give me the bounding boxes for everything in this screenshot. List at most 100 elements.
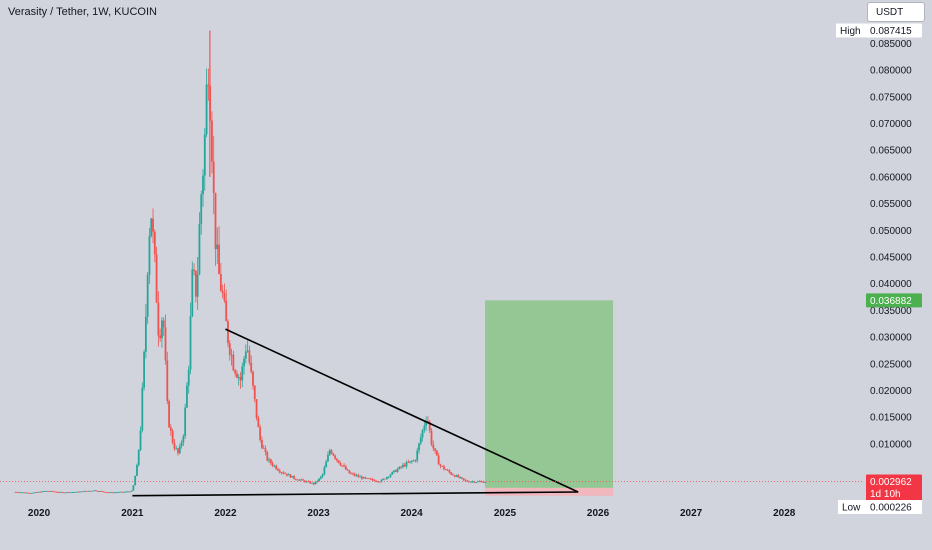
candle-body bbox=[473, 481, 476, 483]
candle-body bbox=[118, 491, 120, 493]
candle-body bbox=[43, 491, 46, 493]
candle-body bbox=[287, 474, 290, 476]
candle-body bbox=[462, 478, 465, 480]
candle-body bbox=[132, 485, 135, 491]
candle-body bbox=[246, 350, 249, 352]
candle-body bbox=[230, 354, 233, 356]
candle-body bbox=[357, 475, 360, 477]
candle-body bbox=[319, 476, 322, 479]
candle-body bbox=[393, 470, 395, 472]
candle-body bbox=[36, 492, 38, 494]
candle-body bbox=[452, 474, 454, 476]
chart-title: Verasity / Tether, 1W, KUCOIN bbox=[8, 6, 157, 18]
x-tick-label: 2026 bbox=[587, 508, 610, 519]
candle-body bbox=[253, 385, 256, 400]
candle-body bbox=[166, 360, 169, 402]
candle-body bbox=[180, 442, 183, 447]
candle-body bbox=[182, 436, 185, 443]
y-tick-label: 0.075000 bbox=[870, 92, 912, 103]
candle-body bbox=[457, 475, 460, 478]
candle-body bbox=[459, 477, 461, 478]
candle-body bbox=[484, 482, 486, 484]
candle-body bbox=[273, 465, 276, 467]
x-tick-label: 2021 bbox=[121, 508, 144, 519]
x-tick-label: 2020 bbox=[28, 508, 51, 519]
candle-body bbox=[252, 371, 254, 386]
candle-body bbox=[296, 479, 299, 481]
candle-body bbox=[239, 377, 242, 381]
candle-body bbox=[403, 464, 406, 467]
candle-body bbox=[159, 335, 162, 339]
candle-body bbox=[437, 455, 440, 465]
x-tick-label: 2023 bbox=[307, 508, 330, 519]
candle-body bbox=[257, 417, 260, 428]
candle-body bbox=[146, 274, 149, 317]
candle-body bbox=[382, 478, 385, 480]
candle-body bbox=[203, 134, 206, 176]
candle-body bbox=[216, 244, 219, 250]
candle-body bbox=[307, 481, 310, 483]
candle-body bbox=[334, 455, 337, 459]
candle-body bbox=[428, 421, 431, 431]
candle-body bbox=[332, 453, 335, 456]
candle-body bbox=[387, 476, 390, 478]
candle-body bbox=[409, 461, 411, 463]
candle-body bbox=[46, 490, 49, 492]
candle-body bbox=[52, 491, 54, 492]
candle-body bbox=[34, 492, 37, 494]
candle-body bbox=[362, 477, 365, 479]
candle-body bbox=[14, 491, 17, 493]
candle-body bbox=[432, 444, 435, 449]
candle-body bbox=[298, 479, 301, 481]
y-tick-label: 0.035000 bbox=[870, 306, 912, 317]
currency-unit-button[interactable]: USDT bbox=[867, 2, 925, 22]
candle-body bbox=[114, 492, 117, 494]
candle-body bbox=[316, 481, 319, 483]
candle-body bbox=[105, 492, 108, 494]
candle-body bbox=[98, 491, 101, 492]
y-tick-label: 0.040000 bbox=[870, 279, 912, 290]
candle-body bbox=[291, 475, 294, 478]
candle-body bbox=[455, 475, 458, 477]
candle-body bbox=[169, 427, 172, 431]
candle-body bbox=[268, 459, 270, 461]
candle-body bbox=[435, 450, 438, 456]
candle-body bbox=[228, 343, 231, 355]
candle-body bbox=[211, 120, 213, 162]
candle-body bbox=[453, 475, 456, 477]
candle-body bbox=[25, 492, 28, 494]
y-tick-label: 0.070000 bbox=[870, 119, 912, 130]
candle-body bbox=[402, 464, 404, 467]
candle-body bbox=[71, 492, 74, 493]
candle-body bbox=[446, 469, 449, 471]
candle-body bbox=[164, 327, 167, 361]
candle-body bbox=[460, 477, 463, 479]
candle-body bbox=[443, 466, 445, 470]
high-label-bg bbox=[836, 23, 866, 38]
candle-body bbox=[377, 481, 379, 483]
candle-body bbox=[448, 470, 451, 473]
candle-body bbox=[414, 460, 417, 462]
candle-body bbox=[137, 449, 140, 465]
candle-body bbox=[86, 490, 88, 492]
candle-body bbox=[150, 218, 153, 237]
candle-body bbox=[102, 491, 104, 493]
candle-body bbox=[162, 320, 165, 328]
candle-body bbox=[259, 427, 262, 440]
candle-body bbox=[214, 192, 217, 250]
candle-body bbox=[68, 492, 71, 494]
candle-body bbox=[394, 470, 397, 472]
candle-body bbox=[227, 321, 229, 344]
y-tick-label: 0.010000 bbox=[870, 439, 912, 450]
candle-body bbox=[321, 474, 324, 477]
candle-body bbox=[78, 491, 81, 493]
candle-body bbox=[21, 492, 24, 494]
upper-trendline bbox=[225, 328, 579, 493]
candle-body bbox=[348, 470, 351, 474]
candle-body bbox=[309, 481, 312, 484]
candle-body bbox=[53, 491, 56, 493]
y-tick-label: 0.055000 bbox=[870, 199, 912, 210]
candle-body bbox=[75, 491, 78, 493]
candle-body bbox=[337, 460, 340, 464]
